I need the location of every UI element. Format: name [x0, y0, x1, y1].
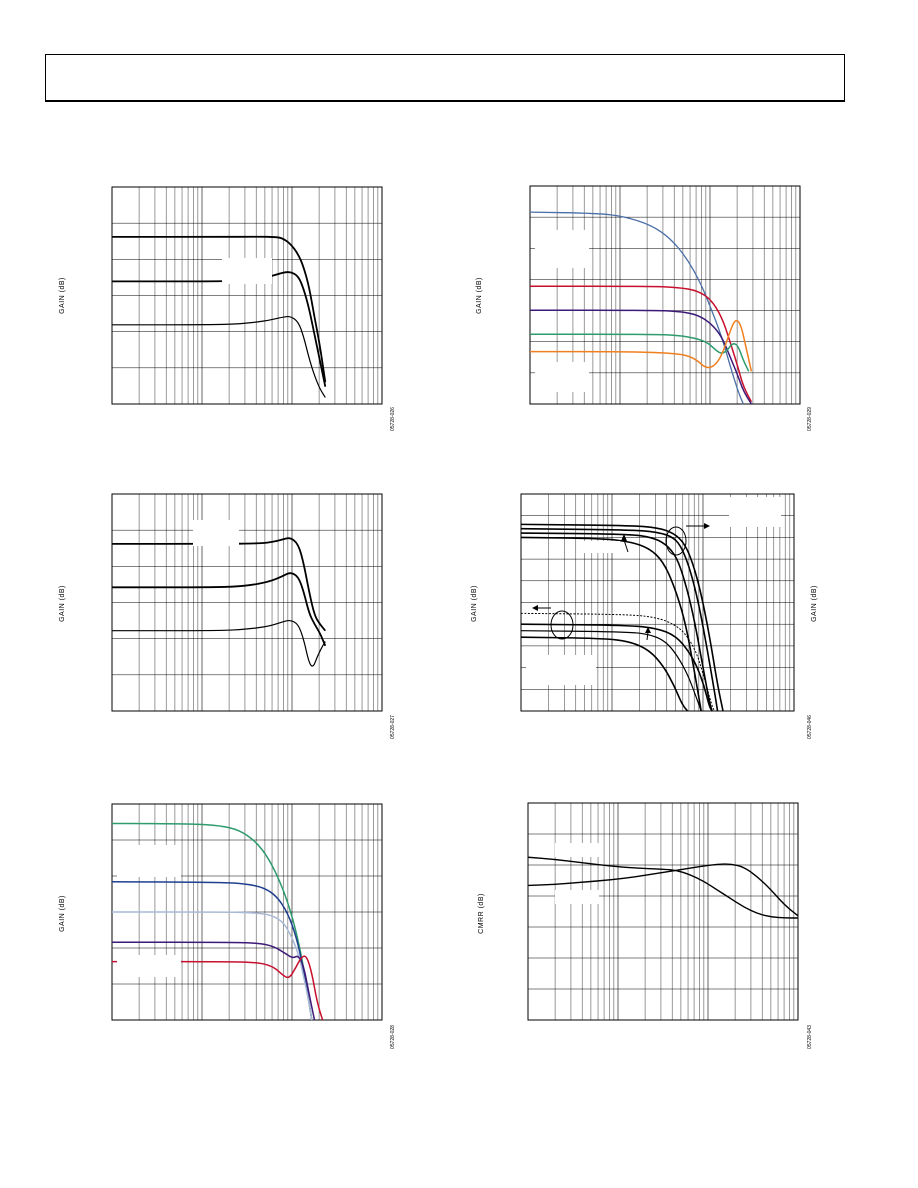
annotation-pointer — [623, 539, 629, 553]
series-line — [112, 911, 313, 1021]
series-line — [111, 235, 327, 383]
arrowhead-icon — [704, 523, 710, 529]
legend-block — [193, 520, 239, 546]
annotation-ellipse — [550, 610, 574, 640]
series-line — [111, 315, 326, 398]
plot-frame — [111, 493, 383, 712]
series-line — [520, 527, 719, 712]
legend-block — [117, 955, 181, 977]
series-line — [529, 211, 744, 405]
series-line — [520, 612, 716, 712]
page-header — [45, 54, 845, 102]
series-line — [520, 636, 689, 712]
series-line — [520, 630, 702, 712]
legend-block — [117, 845, 181, 877]
legend-block — [222, 258, 272, 284]
annotation-pointer — [646, 631, 649, 641]
plot-frame — [529, 185, 801, 405]
series-line — [530, 285, 753, 403]
legend-block — [729, 497, 781, 527]
series-line — [527, 856, 798, 919]
legend-block — [535, 362, 589, 392]
plot-frame — [527, 802, 799, 1021]
series-line — [111, 881, 313, 1021]
arrowhead-icon — [645, 627, 651, 633]
series-line — [530, 319, 753, 372]
plot-frame — [520, 493, 795, 712]
series-line — [520, 523, 724, 712]
legend-block — [555, 890, 599, 904]
legend-block — [535, 230, 589, 268]
series-line — [520, 536, 702, 712]
legend-block — [555, 843, 599, 857]
series-line — [111, 619, 326, 667]
series-line — [111, 572, 327, 647]
arrowhead-icon — [532, 605, 538, 611]
series-line — [530, 333, 750, 372]
series-line — [111, 822, 313, 1021]
series-line — [520, 623, 713, 712]
annotation-ellipse — [665, 526, 687, 556]
series-line — [111, 955, 324, 1021]
arrowhead-icon — [621, 534, 627, 541]
plot-frame — [111, 186, 383, 405]
series-line — [520, 532, 713, 712]
series-line — [112, 941, 316, 1021]
legend-block — [580, 541, 620, 553]
series-line — [530, 309, 753, 405]
series-line — [527, 863, 799, 917]
legend-block — [526, 655, 596, 685]
